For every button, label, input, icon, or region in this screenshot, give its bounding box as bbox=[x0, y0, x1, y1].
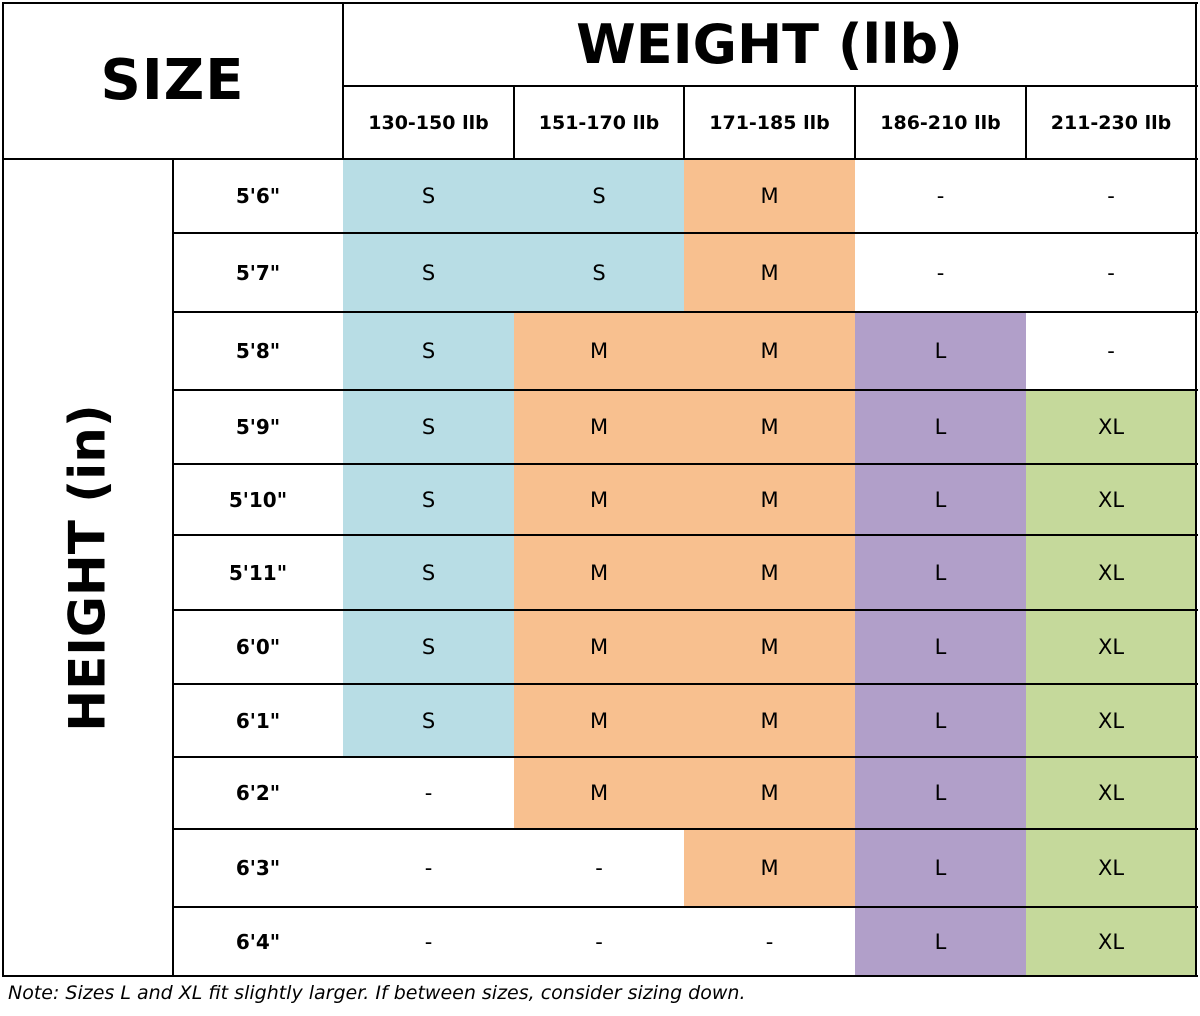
size-cell: M bbox=[684, 684, 855, 757]
row-divider bbox=[173, 828, 1198, 830]
size-cell: M bbox=[514, 312, 684, 390]
height-label: 6'0" bbox=[235, 635, 281, 659]
column-divider bbox=[683, 86, 685, 159]
size-cell: L bbox=[855, 390, 1026, 464]
divider bbox=[342, 2, 344, 160]
height-title: HEIGHT (in) bbox=[58, 403, 117, 732]
size-cell: M bbox=[684, 535, 855, 610]
size-cell: XL bbox=[1026, 684, 1196, 757]
weight-column-header: 186-210 llb bbox=[880, 111, 1001, 134]
size-cell: M bbox=[684, 757, 855, 829]
size-cell: S bbox=[514, 159, 684, 233]
row-divider bbox=[173, 609, 1198, 611]
size-cell: - bbox=[343, 829, 514, 907]
size-cell: - bbox=[684, 907, 855, 976]
border-top bbox=[2, 2, 1198, 4]
row-divider bbox=[173, 311, 1198, 313]
size-cell: XL bbox=[1026, 757, 1196, 829]
border-right bbox=[1195, 2, 1197, 977]
size-cell: - bbox=[1026, 233, 1196, 312]
size-cell: L bbox=[855, 907, 1026, 976]
size-cell: L bbox=[855, 312, 1026, 390]
size-cell: XL bbox=[1026, 610, 1196, 684]
size-cell: XL bbox=[1026, 829, 1196, 907]
footnote: Note: Sizes L and XL fit slightly larger… bbox=[8, 982, 746, 1004]
column-divider bbox=[1025, 86, 1027, 159]
border-bottom bbox=[2, 975, 1198, 977]
divider bbox=[343, 85, 1198, 87]
size-cell: XL bbox=[1026, 390, 1196, 464]
size-cell: M bbox=[514, 464, 684, 535]
size-cell: XL bbox=[1026, 907, 1196, 976]
size-cell: L bbox=[855, 757, 1026, 829]
weight-column-header: 211-230 llb bbox=[1050, 111, 1172, 134]
size-cell: - bbox=[1026, 159, 1196, 233]
size-cell: - bbox=[514, 907, 684, 976]
row-divider bbox=[173, 906, 1198, 908]
height-label: 6'3" bbox=[235, 856, 281, 880]
size-cell: L bbox=[855, 464, 1026, 535]
row-divider bbox=[173, 463, 1198, 465]
height-label: 6'2" bbox=[235, 781, 281, 805]
height-label: 5'9" bbox=[235, 415, 281, 439]
size-cell: - bbox=[855, 233, 1026, 312]
size-cell: L bbox=[855, 610, 1026, 684]
size-cell: M bbox=[684, 829, 855, 907]
size-cell: S bbox=[343, 610, 514, 684]
size-cell: S bbox=[343, 464, 514, 535]
weight-column-header: 151-170 llb bbox=[538, 111, 660, 134]
height-label: 6'1" bbox=[235, 708, 281, 733]
size-cell: S bbox=[343, 233, 514, 312]
row-divider bbox=[173, 756, 1198, 758]
size-cell: M bbox=[514, 757, 684, 829]
size-cell: M bbox=[684, 159, 855, 233]
height-label: 5'6" bbox=[235, 184, 281, 208]
size-cell: M bbox=[514, 535, 684, 610]
height-label: 5'8" bbox=[235, 339, 281, 363]
size-cell: L bbox=[855, 684, 1026, 757]
height-label: 5'10" bbox=[228, 487, 288, 512]
divider bbox=[172, 159, 174, 977]
divider bbox=[2, 158, 1198, 160]
weight-title: WEIGHT (llb) bbox=[576, 12, 963, 76]
size-cell: - bbox=[855, 159, 1026, 233]
height-label: 5'7" bbox=[235, 260, 281, 285]
size-cell: S bbox=[343, 390, 514, 464]
weight-column-header: 171-185 llb bbox=[709, 111, 830, 134]
column-divider bbox=[513, 86, 515, 159]
size-cell: XL bbox=[1026, 464, 1196, 535]
size-cell: M bbox=[684, 233, 855, 312]
row-divider bbox=[173, 534, 1198, 536]
weight-column-header: 130-150 llb bbox=[368, 111, 489, 134]
size-title: SIZE bbox=[100, 48, 245, 113]
size-cell: S bbox=[343, 535, 514, 610]
border-left bbox=[2, 2, 4, 977]
size-cell: L bbox=[855, 829, 1026, 907]
size-cell: - bbox=[343, 757, 514, 829]
size-cell: S bbox=[343, 159, 514, 233]
size-cell: M bbox=[514, 390, 684, 464]
size-cell: XL bbox=[1026, 535, 1196, 610]
size-cell: M bbox=[684, 390, 855, 464]
row-divider bbox=[173, 683, 1198, 685]
size-cell: L bbox=[855, 535, 1026, 610]
size-cell: - bbox=[343, 907, 514, 976]
size-cell: - bbox=[1026, 312, 1196, 390]
size-cell: M bbox=[514, 684, 684, 757]
size-cell: M bbox=[684, 610, 855, 684]
size-cell: S bbox=[343, 312, 514, 390]
row-divider bbox=[173, 389, 1198, 391]
size-cell: M bbox=[514, 610, 684, 684]
size-cell: S bbox=[514, 233, 684, 312]
size-cell: - bbox=[514, 829, 684, 907]
height-label: 5'11" bbox=[228, 560, 288, 585]
height-label: 6'4" bbox=[235, 929, 281, 954]
row-divider bbox=[173, 232, 1198, 234]
size-cell: S bbox=[343, 684, 514, 757]
size-cell: M bbox=[684, 464, 855, 535]
size-cell: M bbox=[684, 312, 855, 390]
height-title-cell: HEIGHT (in) bbox=[2, 159, 173, 976]
column-divider bbox=[854, 86, 856, 159]
